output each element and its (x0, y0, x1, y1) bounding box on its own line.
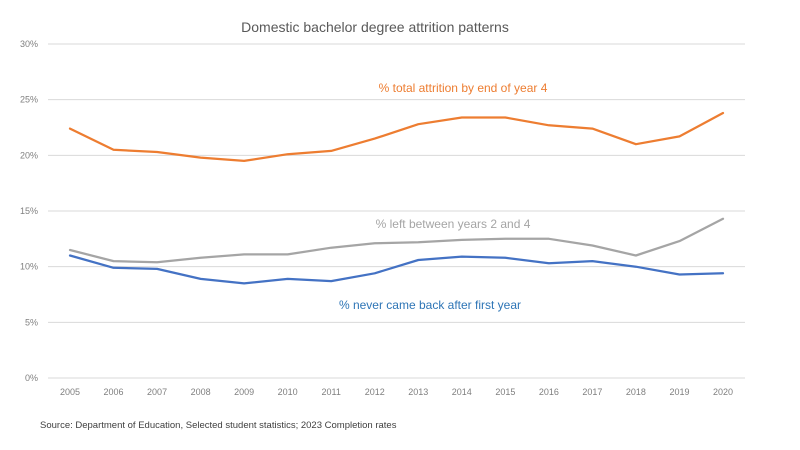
series-line-3 (68, 254, 725, 285)
x-tick-label: 2005 (60, 387, 80, 397)
x-tick-label: 2008 (191, 387, 211, 397)
x-tick-label: 2020 (713, 387, 733, 397)
y-tick-label: 15% (20, 206, 38, 216)
series-label-1: % total attrition by end of year 4 (379, 81, 548, 95)
x-tick-label: 2018 (626, 387, 646, 397)
x-tick-label: 2014 (452, 387, 472, 397)
x-tick-label: 2006 (104, 387, 124, 397)
y-tick-label: 25% (20, 95, 38, 105)
series-line-2 (68, 217, 725, 264)
y-tick-label: 5% (25, 317, 38, 327)
source-note: Source: Department of Education, Selecte… (40, 420, 397, 431)
x-tick-label: 2016 (539, 387, 559, 397)
x-tick-label: 2010 (278, 387, 298, 397)
series-annotations: % total attrition by end of year 4 % left… (339, 81, 548, 312)
y-tick-label: 20% (20, 150, 38, 160)
x-tick-label: 2009 (234, 387, 254, 397)
series-line-1 (68, 111, 725, 163)
x-tick-label: 2017 (582, 387, 602, 397)
y-axis-ticks: 0% 5% 10% 15% 20% 25% 30% (20, 39, 38, 383)
y-tick-label: 30% (20, 39, 38, 49)
series-label-2: % left between years 2 and 4 (376, 217, 531, 231)
x-tick-label: 2015 (495, 387, 515, 397)
chart-title: Domestic bachelor degree attrition patte… (241, 19, 509, 35)
x-tick-label: 2007 (147, 387, 167, 397)
y-tick-label: 10% (20, 262, 38, 272)
x-tick-label: 2019 (669, 387, 689, 397)
series-label-3: % never came back after first year (339, 298, 521, 312)
x-tick-label: 2011 (322, 387, 341, 397)
x-axis-ticks: 2005 2006 2007 2008 2009 2010 2011 2012 2013 2014… (60, 387, 733, 397)
x-tick-label: 2012 (365, 387, 385, 397)
series-lines (68, 111, 725, 285)
y-tick-label: 0% (25, 373, 38, 383)
x-tick-label: 2013 (408, 387, 428, 397)
